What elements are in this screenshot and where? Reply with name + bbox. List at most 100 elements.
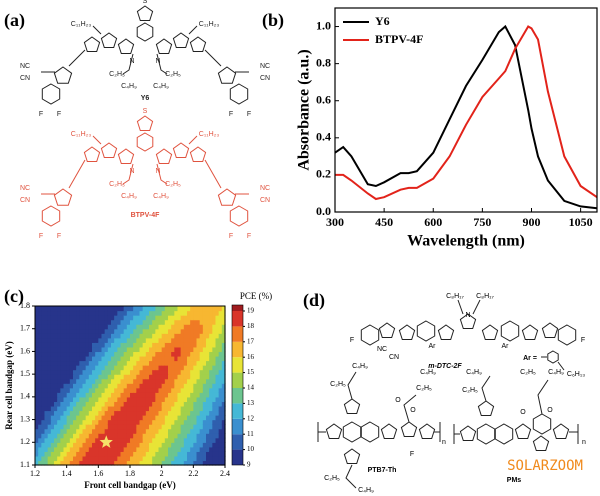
colorbar-band: [232, 434, 243, 450]
contour-cell: [206, 419, 210, 425]
contour-cell: [152, 369, 156, 375]
contour-cell: [107, 424, 112, 430]
contour-cell: [107, 433, 112, 439]
contour-cell: [57, 437, 61, 443]
contour-cell: [111, 401, 115, 407]
contour-cell: [82, 346, 87, 353]
contour-cell: [82, 455, 87, 462]
contour-cell: [120, 328, 125, 334]
contour-cell: [101, 387, 106, 393]
contour-cell: [177, 378, 182, 384]
bond-ring: [136, 22, 154, 42]
contour-cell: [98, 306, 103, 312]
contour-cell: [177, 315, 182, 321]
contour-cell: [180, 315, 185, 321]
contour-cell: [155, 405, 160, 412]
bond: [122, 53, 134, 75]
contour-cell: [123, 415, 128, 421]
contour-cell: [44, 369, 49, 375]
contour-cell: [171, 415, 175, 421]
contour-cell: [82, 419, 87, 425]
contour-cell: [63, 460, 68, 466]
contour-cell: [180, 442, 185, 448]
contour-cell: [187, 319, 191, 325]
contour-cell: [120, 365, 125, 371]
contour-cell: [139, 310, 144, 316]
contour-cell: [60, 446, 65, 452]
contour-cell: [218, 333, 223, 339]
contour-cell: [63, 360, 68, 366]
contour-cell: [57, 383, 61, 389]
contour-cell: [95, 360, 99, 366]
contour-cell: [130, 396, 134, 402]
contour-cell: [54, 433, 58, 439]
contour-cell: [107, 392, 112, 398]
contour-cell: [139, 433, 144, 439]
contour-cell: [98, 451, 103, 457]
bond-ring: [53, 188, 73, 206]
contour-cell: [123, 355, 128, 362]
contour-cell: [101, 374, 106, 380]
contour-cell: [142, 419, 147, 425]
molecule-name: BTPV-4F: [131, 212, 161, 219]
contour-cell: [126, 392, 131, 398]
contour-cell: [149, 328, 153, 334]
contour-cell: [212, 315, 217, 321]
atom-label: C₄H₉: [153, 193, 169, 200]
contour-cell: [130, 365, 134, 371]
contour-cell: [139, 392, 144, 398]
contour-cell: [123, 360, 128, 366]
contour-cell: [187, 337, 191, 343]
contour-cell: [60, 319, 65, 325]
contour-cell: [123, 315, 128, 321]
bond-ring: [189, 36, 207, 52]
contour-cell: [142, 337, 147, 343]
ar-label: Ar =: [523, 355, 537, 362]
contour-cell: [120, 401, 125, 407]
contour-cell: [63, 333, 68, 339]
contour-cell: [63, 346, 68, 353]
contour-cell: [88, 424, 93, 430]
contour-cell: [152, 446, 156, 452]
contour-cell: [50, 374, 55, 380]
contour-cell: [133, 355, 137, 362]
contour-cell: [177, 424, 182, 430]
contour-cell: [79, 460, 84, 466]
contour-cell: [130, 342, 134, 348]
contour-cell: [126, 401, 131, 407]
contour-cell: [149, 460, 153, 466]
contour-cell: [139, 415, 144, 421]
contour-cell: [111, 437, 115, 443]
contour-cell: [82, 337, 87, 343]
contour-cell: [95, 410, 99, 416]
contour-cell: [57, 405, 61, 412]
contour-cell: [142, 342, 147, 348]
contour-cell: [145, 419, 150, 425]
contour-cell: [85, 415, 90, 421]
atom-label: C₈H₁₇: [446, 293, 464, 300]
contour-cell: [193, 396, 198, 402]
atom-label: C₄H₉: [121, 193, 137, 200]
contour-cell: [183, 455, 188, 462]
contour-cell: [183, 442, 188, 448]
contour-cell: [190, 428, 194, 434]
contour-cell: [177, 324, 182, 330]
contour-cell: [202, 324, 207, 330]
contour-cell: [212, 378, 217, 384]
contour-cell: [47, 396, 52, 402]
contour-cell: [177, 419, 182, 425]
contour-cell: [155, 451, 160, 457]
contour-cell: [69, 328, 74, 334]
contour-cell: [174, 319, 179, 325]
contour-cell: [47, 424, 52, 430]
contour-cell: [38, 451, 42, 457]
contour-cell: [168, 446, 172, 452]
contour-cell: [63, 306, 68, 312]
contour-cell: [136, 310, 141, 316]
bond: [347, 371, 357, 400]
contour-cell: [190, 401, 194, 407]
contour-cell: [60, 383, 65, 389]
bond-ring: [343, 448, 361, 464]
contour-cell: [111, 442, 115, 448]
bond: [204, 159, 222, 189]
